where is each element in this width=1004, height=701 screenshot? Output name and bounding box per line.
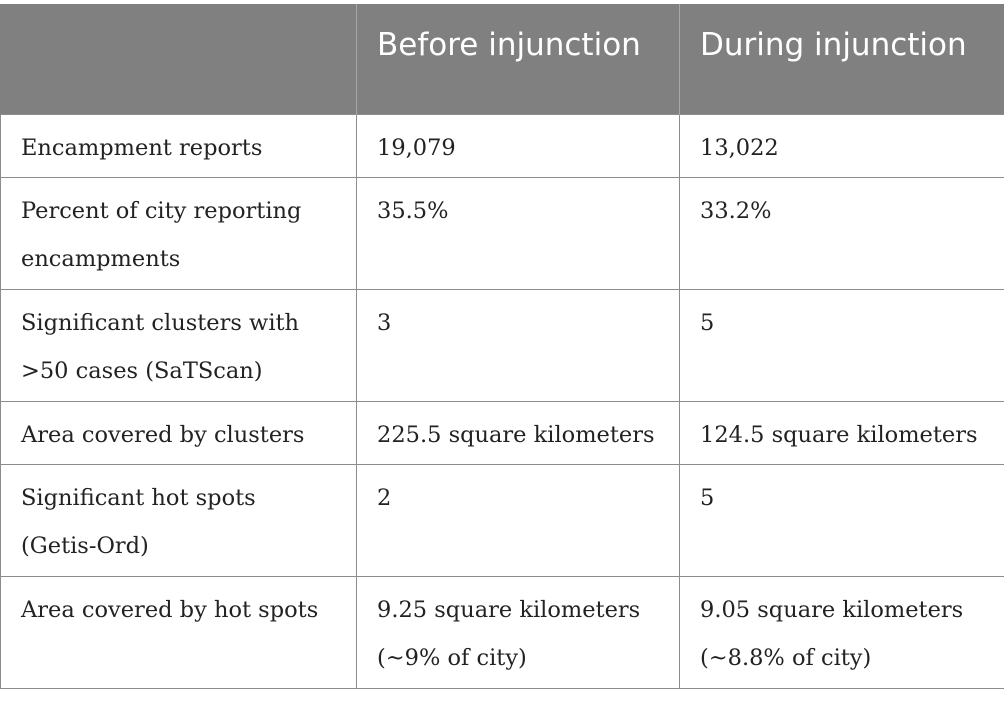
table-row: Significant clusters with >50 cases (SaT… (0, 289, 1004, 402)
header-cell-before: Before injunction (356, 4, 680, 115)
before-value: 225.5 square kilometers (356, 401, 680, 465)
row-label: Area covered by hot spots (0, 576, 357, 689)
table-body: Encampment reports 19,079 13,022 Percent… (0, 114, 1004, 689)
row-label: Significant clusters with >50 cases (SaT… (0, 289, 357, 402)
table-row: Encampment reports 19,079 13,022 (0, 114, 1004, 178)
row-label: Encampment reports (0, 114, 357, 178)
comparison-table: Before injunction During injunction Enca… (0, 4, 1004, 689)
during-value: 13,022 (679, 114, 1004, 178)
during-value: 5 (679, 289, 1004, 402)
before-value: 9.25 square kilometers (~9% of city) (356, 576, 680, 689)
table-row: Percent of city reporting encampments 35… (0, 177, 1004, 290)
row-label: Area covered by clusters (0, 401, 357, 465)
header-row: Before injunction During injunction (0, 4, 1004, 115)
table-row: Area covered by hot spots 9.25 square ki… (0, 576, 1004, 689)
before-value: 3 (356, 289, 680, 402)
table-header: Before injunction During injunction (0, 4, 1004, 115)
before-value: 35.5% (356, 177, 680, 290)
during-value: 9.05 square kilometers (~8.8% of city) (679, 576, 1004, 689)
before-value: 2 (356, 464, 680, 577)
table-row: Area covered by clusters 225.5 square ki… (0, 401, 1004, 465)
row-label: Significant hot spots (Getis-Ord) (0, 464, 357, 577)
row-label: Percent of city reporting encampments (0, 177, 357, 290)
table-row: Significant hot spots (Getis-Ord) 2 5 (0, 464, 1004, 577)
header-cell-empty (0, 4, 357, 115)
during-value: 5 (679, 464, 1004, 577)
before-value: 19,079 (356, 114, 680, 178)
header-cell-during: During injunction (679, 4, 1004, 115)
during-value: 124.5 square kilometers (679, 401, 1004, 465)
during-value: 33.2% (679, 177, 1004, 290)
